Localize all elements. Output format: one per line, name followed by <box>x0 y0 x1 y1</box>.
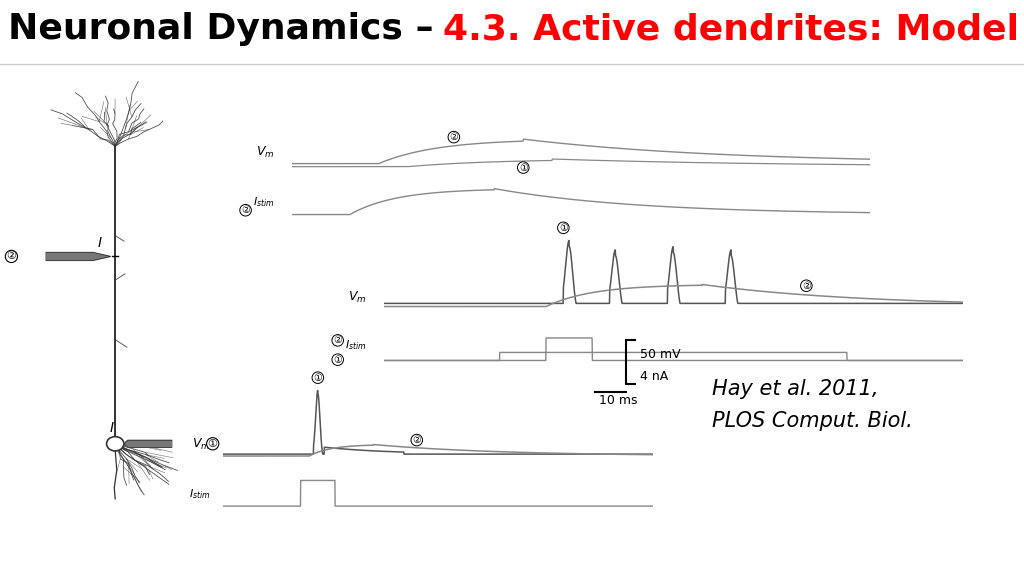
Text: ①: ① <box>559 223 567 233</box>
Text: $I_{stim}$: $I_{stim}$ <box>345 338 367 352</box>
Text: ②: ② <box>802 281 811 291</box>
Text: $V_m$: $V_m$ <box>256 145 274 161</box>
Text: $V_m$: $V_m$ <box>191 437 210 452</box>
Text: 4 nA: 4 nA <box>640 370 669 383</box>
Text: $I_{stim}$: $I_{stim}$ <box>188 487 210 501</box>
Text: 4.3. Active dendrites: Model: 4.3. Active dendrites: Model <box>443 12 1020 46</box>
Text: Hay et al. 2011,
PLOS Comput. Biol.: Hay et al. 2011, PLOS Comput. Biol. <box>712 380 912 430</box>
Text: 50 mV: 50 mV <box>640 348 681 361</box>
Text: ②: ② <box>334 335 342 346</box>
Text: $I_{stim}$: $I_{stim}$ <box>253 195 274 209</box>
Text: ②: ② <box>6 252 16 262</box>
Text: I: I <box>110 421 114 435</box>
Text: ①: ① <box>208 439 218 449</box>
Text: 10 ms: 10 ms <box>599 394 637 407</box>
Ellipse shape <box>106 437 124 451</box>
Text: I: I <box>97 236 101 250</box>
Text: Neuronal Dynamics –: Neuronal Dynamics – <box>8 12 446 46</box>
Text: ②: ② <box>413 435 421 445</box>
Text: ②: ② <box>450 132 458 142</box>
Text: ②: ② <box>242 205 250 215</box>
Polygon shape <box>46 252 111 260</box>
Text: ①: ① <box>519 162 527 173</box>
Text: ①: ① <box>313 373 323 382</box>
Polygon shape <box>124 440 172 448</box>
Text: $V_m$: $V_m$ <box>348 290 367 305</box>
Text: ①: ① <box>334 355 342 365</box>
